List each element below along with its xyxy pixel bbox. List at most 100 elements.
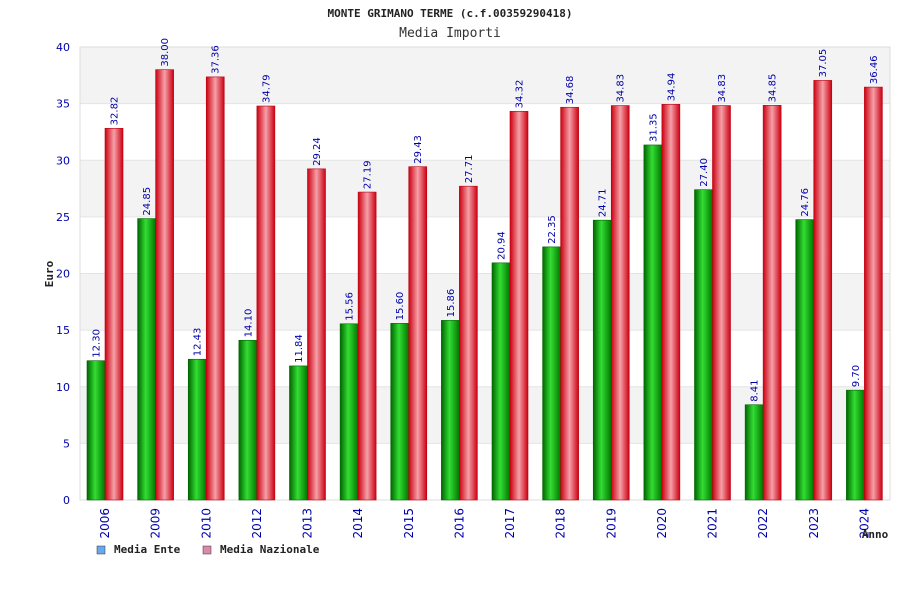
data-label: 38.00 (160, 38, 171, 67)
bar-media-ente-2021 (694, 189, 713, 501)
data-label: 24.76 (800, 188, 811, 217)
data-label: 24.71 (598, 189, 609, 218)
x-tick-label: 2024 (857, 508, 871, 539)
data-label: 34.85 (768, 74, 779, 103)
data-label: 37.36 (211, 45, 222, 74)
data-label: 9.70 (851, 365, 862, 387)
x-tick-label: 2017 (503, 508, 517, 539)
y-tick-label: 5 (63, 437, 70, 450)
bar-media-ente-2020 (643, 144, 663, 501)
bar-media-nazionale-2009 (155, 69, 174, 501)
data-labels: 12.30 24.85 12.43 14.10 11.84 15.56 15.60 15.86… (92, 38, 880, 402)
bar-media-ente-2018 (542, 246, 561, 501)
data-label: 11.84 (294, 334, 305, 363)
x-tick-label: 2015 (402, 508, 416, 539)
legend-label-media-nazionale: Media Nazionale (220, 543, 320, 556)
bar-media-nazionale-2010 (205, 76, 225, 501)
data-label: 34.83 (616, 74, 627, 103)
x-tick-label: 2019 (604, 508, 618, 539)
bar-media-nazionale-2023 (813, 80, 833, 501)
y-tick-label: 0 (63, 494, 70, 507)
bar-media-nazionale-2020 (661, 104, 681, 501)
data-label: 8.41 (750, 379, 761, 401)
data-label: 36.46 (869, 55, 880, 84)
data-label: 34.32 (515, 80, 526, 109)
chart-title: MONTE GRIMANO TERME (c.f.00359290418) (327, 7, 572, 20)
bar-media-ente-2023 (795, 219, 815, 501)
bar-media-nazionale-2006 (104, 128, 124, 501)
x-tick-label: 2016 (452, 508, 466, 539)
y-axis-ticks: 0 5 10 15 20 25 30 35 40 (56, 41, 70, 507)
data-label: 12.43 (193, 328, 204, 357)
y-tick-label: 15 (56, 324, 70, 337)
x-tick-label: 2014 (351, 508, 365, 539)
data-label: 27.40 (699, 158, 710, 187)
y-axis-label: Euro (43, 260, 56, 287)
y-tick-label: 20 (56, 268, 70, 281)
x-tick-label: 2018 (554, 508, 568, 539)
bar-media-ente-2009 (137, 218, 156, 501)
bar-media-ente-2012 (238, 340, 258, 501)
chart-subtitle: Media Importi (399, 26, 501, 41)
data-label: 20.94 (497, 231, 508, 260)
x-tick-label: 2006 (98, 508, 112, 539)
x-tick-label: 2023 (807, 508, 821, 539)
x-tick-label: 2010 (199, 508, 213, 539)
bar-media-nazionale-2021 (712, 105, 731, 501)
x-tick-label: 2021 (706, 508, 720, 539)
y-tick-label: 40 (56, 41, 70, 54)
x-tick-label: 2013 (301, 508, 315, 539)
data-label: 15.56 (345, 292, 356, 321)
bar-media-ente-2013 (289, 365, 308, 501)
data-label: 15.86 (446, 289, 457, 318)
bar-media-ente-2014 (339, 323, 359, 501)
bar-media-nazionale-2014 (357, 191, 377, 501)
plot-frame (79, 46, 891, 501)
bar-media-ente-2019 (592, 219, 612, 501)
x-tick-label: 2012 (250, 508, 264, 539)
legend-swatch-media-ente (96, 545, 106, 555)
bar-media-ente-2006 (86, 360, 106, 501)
data-label: 32.82 (110, 97, 121, 126)
data-label: 15.60 (395, 292, 406, 321)
bar-media-nazionale-2017 (509, 111, 529, 501)
bar-media-nazionale-2012 (256, 105, 276, 501)
x-tick-label: 2020 (655, 508, 669, 539)
bar-media-ente-2015 (390, 323, 410, 501)
data-label: 24.85 (142, 187, 153, 216)
bar-media-nazionale-2019 (610, 105, 630, 501)
y-tick-label: 30 (56, 154, 70, 167)
data-label: 29.24 (312, 137, 323, 166)
bar-media-nazionale-2024 (864, 86, 883, 501)
bar-media-nazionale-2022 (762, 105, 782, 501)
legend-swatch-media-nazionale (202, 545, 212, 555)
data-label: 29.43 (413, 135, 424, 164)
data-label: 12.30 (92, 329, 103, 358)
bar-media-nazionale-2016 (459, 185, 478, 501)
data-label: 34.79 (261, 74, 272, 103)
data-label: 34.68 (565, 76, 576, 105)
bar-media-nazionale-2015 (408, 166, 428, 501)
data-label: 27.19 (363, 160, 374, 189)
data-label: 37.05 (818, 49, 829, 78)
data-label: 31.35 (648, 113, 659, 142)
legend-label-media-ente: Media Ente (114, 543, 181, 556)
data-label: 22.35 (547, 215, 558, 244)
y-tick-label: 10 (56, 381, 70, 394)
bar-media-nazionale-2018 (560, 106, 579, 501)
x-tick-label: 2009 (149, 508, 163, 539)
data-label: 34.94 (666, 73, 677, 102)
bars (86, 69, 883, 501)
bar-media-ente-2024 (846, 389, 865, 501)
data-label: 14.10 (243, 309, 254, 338)
bar-media-ente-2016 (441, 320, 460, 501)
bar-media-ente-2017 (491, 262, 511, 501)
bar-media-ente-2010 (187, 358, 207, 501)
x-tick-label: 2022 (756, 508, 770, 539)
data-label: 34.83 (717, 74, 728, 103)
bar-media-nazionale-2013 (307, 168, 326, 501)
y-tick-label: 35 (56, 98, 70, 111)
x-axis-label: Anno (862, 528, 889, 541)
data-label: 27.71 (464, 155, 475, 184)
